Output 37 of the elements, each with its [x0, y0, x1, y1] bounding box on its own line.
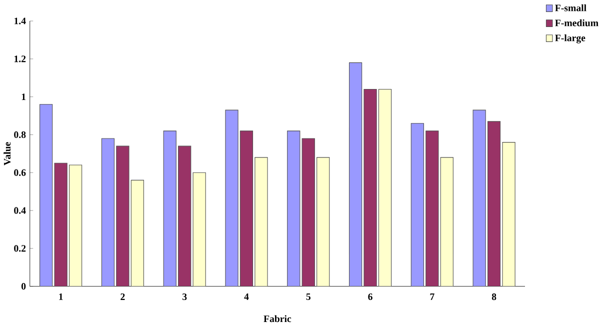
x-tick-label: 5	[306, 294, 310, 300]
bar	[410, 123, 424, 286]
bar	[440, 157, 454, 286]
y-tick-label: 0	[21, 283, 26, 290]
y-axis-title: Value	[4, 142, 11, 166]
y-tick-label: 0.4	[14, 207, 26, 214]
x-tick-label: 7	[430, 294, 434, 300]
bar	[378, 89, 392, 286]
y-tick-label: 0.8	[14, 131, 26, 138]
x-axis-title: Fabric	[264, 315, 292, 322]
bar	[163, 130, 176, 286]
x-tick-label: 4	[244, 294, 249, 300]
bar	[130, 180, 144, 286]
bar	[316, 157, 330, 286]
bar	[287, 130, 300, 286]
x-tick-label: 3	[182, 294, 187, 300]
y-tick-label: 1.2	[14, 56, 26, 62]
x-tick-label: 8	[492, 294, 496, 300]
bar	[348, 62, 362, 286]
legend-label: F-medium	[555, 19, 598, 26]
x-tick-label: 6	[368, 294, 372, 300]
bar	[472, 110, 486, 286]
y-tick-label: 1.4	[14, 18, 26, 24]
y-tick-label: 0.6	[14, 169, 26, 176]
x-tick-label: 2	[120, 294, 125, 300]
y-tick-label: 0.2	[14, 245, 26, 252]
y-tick-label: 1	[22, 94, 26, 100]
legend-label: F-small	[555, 4, 586, 12]
bar	[502, 142, 516, 286]
bar	[254, 157, 268, 286]
bar	[225, 110, 238, 286]
bar	[40, 104, 53, 286]
x-tick-label: 1	[59, 294, 63, 300]
bar	[192, 172, 206, 286]
legend-label: F-large	[555, 34, 586, 44]
bar	[101, 138, 115, 286]
bar	[68, 164, 82, 286]
